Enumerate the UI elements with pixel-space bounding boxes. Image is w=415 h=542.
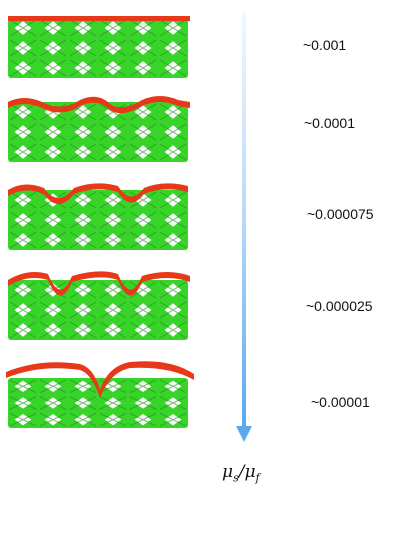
lattice [8, 102, 188, 162]
ratio-label-4: ~0.000025 [306, 298, 373, 314]
lattice [8, 18, 188, 78]
film [8, 183, 188, 204]
ratio-label-2: ~0.0001 [304, 115, 355, 131]
lattice-film-image [8, 16, 190, 78]
lattice-film-image [8, 96, 190, 162]
subscript-f: f [255, 471, 260, 485]
lattice [8, 378, 188, 428]
film [6, 361, 194, 398]
mu-symbol: μ [222, 462, 234, 482]
lattice-film-image [6, 361, 194, 428]
film [8, 96, 190, 114]
lattice [8, 280, 188, 340]
panel-3 [0, 176, 200, 256]
panel-2 [0, 88, 200, 168]
lattice-film-image [8, 271, 190, 340]
lattice [8, 190, 188, 250]
panel-4 [0, 266, 200, 346]
mu-symbol-2: μ [244, 462, 256, 482]
viscosity-ratio-label: μs/μf [222, 462, 260, 484]
ratio-label-1: ~0.001 [303, 37, 347, 53]
panel-1 [0, 4, 200, 84]
film [8, 271, 190, 296]
subscript-s: s [233, 471, 239, 485]
ratio-label-5: ~0.00001 [311, 394, 370, 410]
panel-5 [0, 354, 200, 434]
decreasing-ratio-arrow [236, 12, 252, 442]
film [8, 16, 190, 21]
ratio-separator: / [238, 462, 245, 482]
ratio-label-3: ~0.000075 [307, 206, 374, 222]
lattice-film-image [8, 183, 188, 250]
